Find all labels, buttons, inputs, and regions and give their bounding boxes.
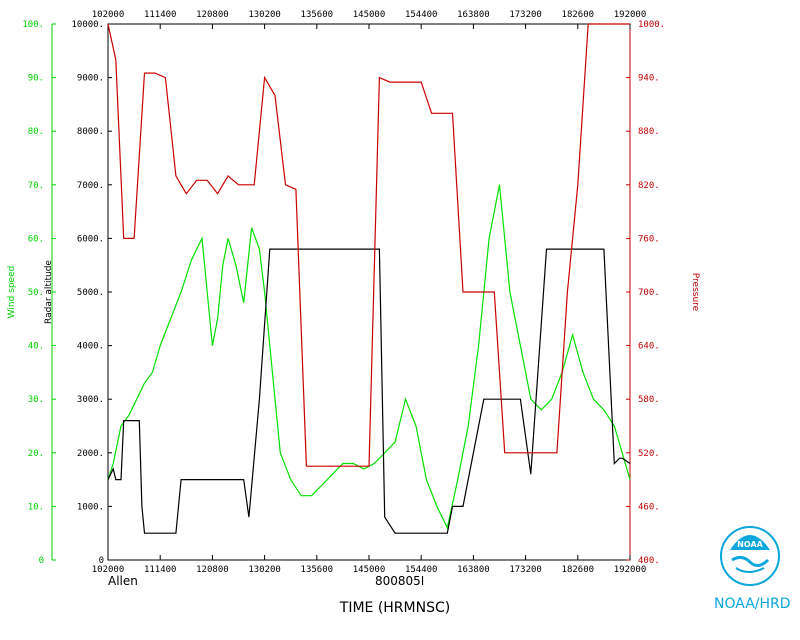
x-tick-label: 120800	[196, 565, 229, 575]
wind-speed-line	[107, 184, 631, 530]
pressure-tick-label: 460.	[638, 502, 660, 512]
x-tick-label: 154400	[405, 565, 438, 575]
x-tick-label-top: 135600	[301, 10, 334, 20]
x-tick-label: 163800	[457, 565, 490, 575]
pressure-line	[107, 23, 630, 467]
x-tick-label-top: 173200	[509, 10, 542, 20]
wind_speed-tick-label: 0	[39, 556, 44, 566]
wind_speed-tick-label: 60.	[28, 234, 44, 244]
wind_speed-tick-label: 40.	[28, 342, 44, 352]
pressure-tick-label: 1000.	[638, 20, 665, 30]
svg-text:NOAA: NOAA	[737, 540, 763, 549]
x-tick-label-top: 111400	[144, 10, 177, 20]
radar_altitude-tick-label: 5000.	[77, 288, 104, 298]
wind_speed-tick-label: 20.	[28, 449, 44, 459]
x-tick-label-top: 130200	[248, 10, 281, 20]
x-tick-label: 135600	[301, 565, 334, 575]
wind_speed-tick-label: 10.	[28, 502, 44, 512]
x-tick-label: 145000	[353, 565, 386, 575]
radar_altitude-tick-label: 6000.	[77, 234, 104, 244]
flight-id: 800805I	[375, 574, 424, 588]
noaa-hrd-label: NOAA/HRD	[714, 596, 791, 612]
x-tick-label: 111400	[144, 565, 177, 575]
radar_altitude-tick-label: 2000.	[77, 449, 104, 459]
radar_altitude-tick-label: 8000.	[77, 127, 104, 137]
radar_altitude-tick-label: 0	[99, 556, 104, 566]
x-tick-label-top: 163800	[457, 10, 490, 20]
radar_altitude-tick-label: 7000.	[77, 181, 104, 191]
x-tick-label: 102000	[92, 565, 125, 575]
pressure-tick-label: 880.	[638, 127, 660, 137]
wind-axis-label: Wind speed	[7, 266, 17, 319]
x-tick-label: 130200	[248, 565, 281, 575]
pressure-tick-label: 760.	[638, 234, 660, 244]
radar_altitude-tick-label: 3000.	[77, 395, 104, 405]
x-tick-label-top: 182600	[562, 10, 595, 20]
altitude-axis-label: Radar altitude	[44, 260, 54, 324]
x-tick-label: 192000	[614, 565, 647, 575]
pressure-tick-label: 940.	[638, 74, 660, 84]
x-tick-label: 182600	[562, 565, 595, 575]
wind_speed-tick-label: 100.	[22, 20, 44, 30]
radar_altitude-tick-label: 1000.	[77, 502, 104, 512]
pressure-tick-label: 640.	[638, 342, 660, 352]
x-tick-label-top: 192000	[614, 10, 647, 20]
x-tick-label-top: 145000	[353, 10, 386, 20]
radar-altitude-line	[107, 248, 631, 534]
x-tick-label-top: 102000	[92, 10, 125, 20]
wind_speed-tick-label: 30.	[28, 395, 44, 405]
ticks-layer: 102000 102000 111400 111400 120800 120800 1302…	[22, 10, 665, 575]
radar_altitude-tick-label: 9000.	[77, 74, 104, 84]
x-tick-label: 173200	[509, 565, 542, 575]
storm-name: Allen	[108, 574, 138, 588]
pressure-tick-label: 820.	[638, 181, 660, 191]
pressure-tick-label: 400.	[638, 556, 660, 566]
pressure-tick-label: 580.	[638, 395, 660, 405]
pressure-tick-label: 520.	[638, 449, 660, 459]
series-layer	[107, 23, 631, 534]
pressure-axis-label: Pressure	[690, 273, 700, 312]
radar_altitude-tick-label: 10000.	[71, 20, 104, 30]
x-axis-label: TIME (HRMNSC)	[339, 600, 450, 616]
x-tick-label-top: 154400	[405, 10, 438, 20]
wind_speed-tick-label: 80.	[28, 127, 44, 137]
wind_speed-tick-label: 90.	[28, 74, 44, 84]
noaa-logo: NOAA	[720, 526, 780, 586]
x-tick-label-top: 120800	[196, 10, 229, 20]
radar_altitude-tick-label: 4000.	[77, 342, 104, 352]
pressure-tick-label: 700.	[638, 288, 660, 298]
wind_speed-tick-label: 50.	[28, 288, 44, 298]
wind_speed-tick-label: 70.	[28, 181, 44, 191]
